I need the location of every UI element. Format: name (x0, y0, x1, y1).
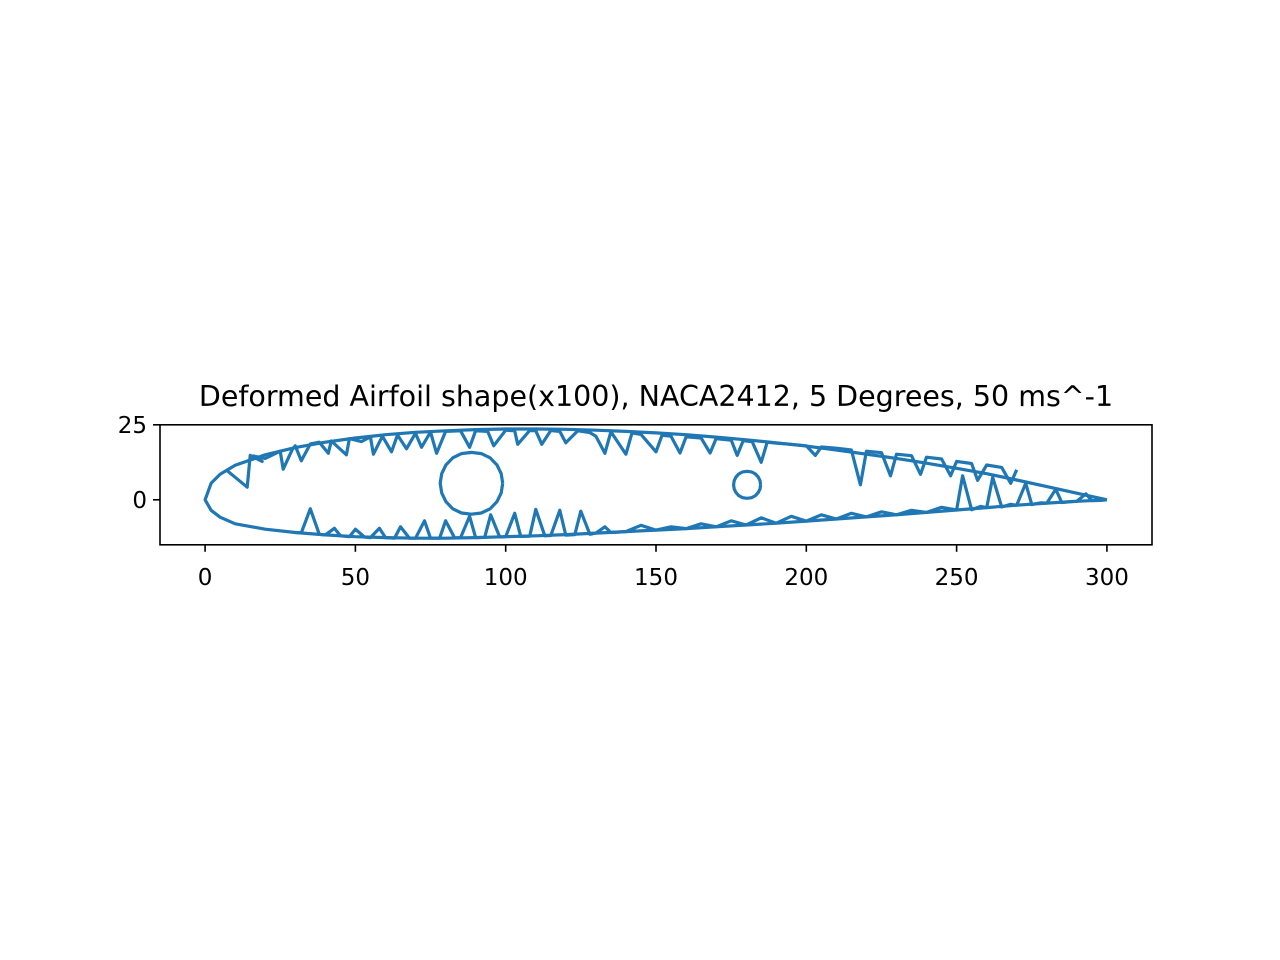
y-tick-label: 25 (118, 413, 147, 439)
y-axis: 0 25 (118, 413, 160, 514)
y-tick-label: 0 (132, 488, 147, 514)
chart-title: Deformed Airfoil shape(x100), NACA2412, … (199, 380, 1113, 413)
x-tick-label: 300 (1085, 565, 1129, 591)
plot-area (203, 427, 1108, 540)
series-spar-hole-large (438, 450, 505, 516)
x-axis: 0 50 100 150 200 250 300 (198, 544, 1129, 591)
x-tick-label: 250 (935, 565, 979, 591)
x-tick-label: 0 (198, 565, 213, 591)
series-lower-truss (295, 474, 1108, 540)
x-tick-label: 100 (484, 565, 528, 591)
x-tick-label: 150 (634, 565, 678, 591)
x-tick-label: 200 (784, 565, 828, 591)
series-upper-truss (225, 428, 1019, 489)
series-spar-hole-small (731, 469, 763, 500)
series-airfoil-outline (203, 427, 1108, 540)
x-tick-label: 50 (341, 565, 370, 591)
axes-frame (159, 423, 1153, 546)
